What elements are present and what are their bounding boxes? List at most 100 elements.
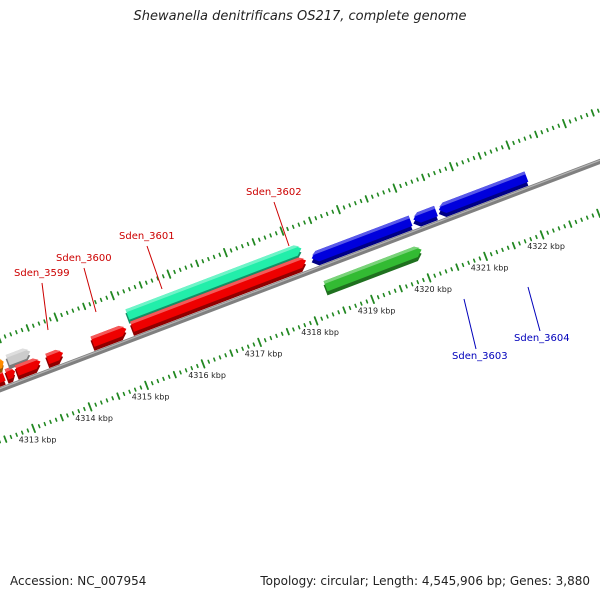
upper-tick	[568, 119, 572, 124]
gene-sden3603-blue[interactable]	[311, 215, 413, 266]
gene-sden3599[interactable]	[14, 358, 41, 380]
leader-line	[273, 201, 290, 247]
gene-sden3603-green-highlight	[323, 246, 420, 284]
upper-tick	[461, 160, 465, 165]
upper-tick	[94, 299, 97, 305]
lower-tick	[591, 213, 595, 218]
lower-tick	[269, 335, 273, 341]
gene-sden3599-face	[14, 358, 41, 376]
lower-tick	[297, 325, 301, 330]
upper-tick	[512, 140, 515, 146]
lower-tick	[43, 421, 47, 427]
leader-line	[463, 298, 477, 350]
backbone-highlight	[0, 159, 600, 390]
gene-sden3601-face	[90, 325, 127, 347]
upper-tick	[551, 125, 555, 131]
lower-tick	[100, 400, 103, 405]
lower-tick	[246, 344, 250, 349]
upper-tick	[404, 181, 408, 186]
gene-d[interactable]	[5, 348, 31, 370]
upper-tick	[9, 332, 13, 337]
lower-tick	[37, 424, 41, 429]
genome-backbone	[0, 158, 600, 393]
upper-tick	[207, 256, 210, 262]
gene-sden3604[interactable]	[438, 171, 529, 217]
upper-tick	[359, 198, 363, 204]
gene-label[interactable]: Sden_3603	[452, 351, 508, 362]
upper-tick	[65, 310, 69, 315]
gene-d-highlight	[5, 348, 29, 358]
gene-sden3600[interactable]	[45, 349, 64, 369]
lower-tick	[280, 331, 284, 336]
scale-label: 4318 kbp	[301, 328, 339, 337]
lower-tick	[410, 282, 414, 287]
lower-tick	[552, 228, 555, 233]
gene-c[interactable]	[0, 358, 4, 374]
upper-tick	[105, 295, 109, 300]
gene-sden3602-cyan-face	[125, 245, 302, 320]
lower-tick	[574, 219, 578, 225]
upper-tick	[529, 134, 532, 139]
lower-tick	[275, 333, 278, 339]
gene-sden3603-green[interactable]	[323, 246, 422, 296]
lower-tick	[26, 428, 30, 433]
upper-tick	[484, 151, 487, 156]
gene-label[interactable]: Sden_3601	[119, 231, 175, 242]
gene-e-highlight	[413, 205, 436, 217]
upper-tick	[286, 226, 289, 232]
scale-labels: 4313 kbp 4314 kbp 4315 kbp 4316 kbp 4317 kbp…	[19, 242, 565, 445]
upper-tick	[258, 237, 261, 242]
lower-tick	[167, 374, 171, 379]
gene-label[interactable]: Sden_3602	[246, 187, 302, 198]
lower-tick	[370, 294, 375, 305]
scale-label: 4321 kbp	[471, 263, 509, 272]
upper-tick	[376, 192, 380, 197]
lower-tick	[416, 280, 420, 285]
lower-tick	[354, 303, 357, 308]
gene-sden3602-cyan[interactable]	[125, 245, 302, 324]
gene-label[interactable]: Sden_3604	[514, 333, 570, 344]
lower-tick	[320, 316, 324, 321]
upper-tick	[53, 312, 59, 322]
upper-tick	[410, 179, 414, 184]
upper-tick	[173, 269, 176, 275]
gene-label[interactable]: Sden_3599	[14, 268, 70, 279]
upper-tick	[421, 173, 426, 182]
lower-tick	[172, 370, 177, 379]
upper-tick	[546, 127, 549, 133]
gene-b[interactable]	[4, 367, 16, 384]
upper-tick	[223, 247, 228, 258]
lower-tick	[461, 262, 465, 268]
gene-labels: Sden_3599 Sden_3600 Sden_3601 Sden_3602 Sden…	[14, 187, 570, 362]
lower-tick	[433, 273, 437, 278]
lower-tick	[229, 349, 234, 357]
upper-tick	[212, 254, 216, 260]
gene-e[interactable]	[413, 205, 438, 227]
lower-tick	[568, 220, 573, 228]
upper-tick	[32, 323, 35, 328]
gene-label[interactable]: Sden_3600	[56, 253, 112, 264]
scale-label: 4315 kbp	[132, 392, 170, 401]
upper-tick	[455, 162, 459, 167]
upper-tick	[477, 152, 482, 160]
upper-tick	[517, 138, 521, 143]
upper-tick	[523, 136, 527, 141]
upper-tick	[246, 241, 250, 247]
lower-tick	[450, 267, 453, 272]
lower-tick	[128, 389, 131, 394]
label-leaders	[41, 201, 541, 350]
lower-tick	[15, 432, 18, 437]
lower-tick	[337, 310, 340, 315]
gene-track[interactable]	[0, 171, 529, 390]
upper-tick	[178, 267, 182, 272]
upper-tick	[467, 158, 470, 163]
upper-tick	[303, 220, 306, 225]
lower-tick	[467, 260, 470, 265]
gene-sden3602-red[interactable]	[130, 257, 307, 336]
lower-tick	[116, 392, 121, 400]
gene-sden3601[interactable]	[90, 325, 127, 351]
lower-tick	[218, 355, 222, 360]
lower-tick	[66, 413, 69, 418]
upper-tick	[251, 238, 256, 246]
